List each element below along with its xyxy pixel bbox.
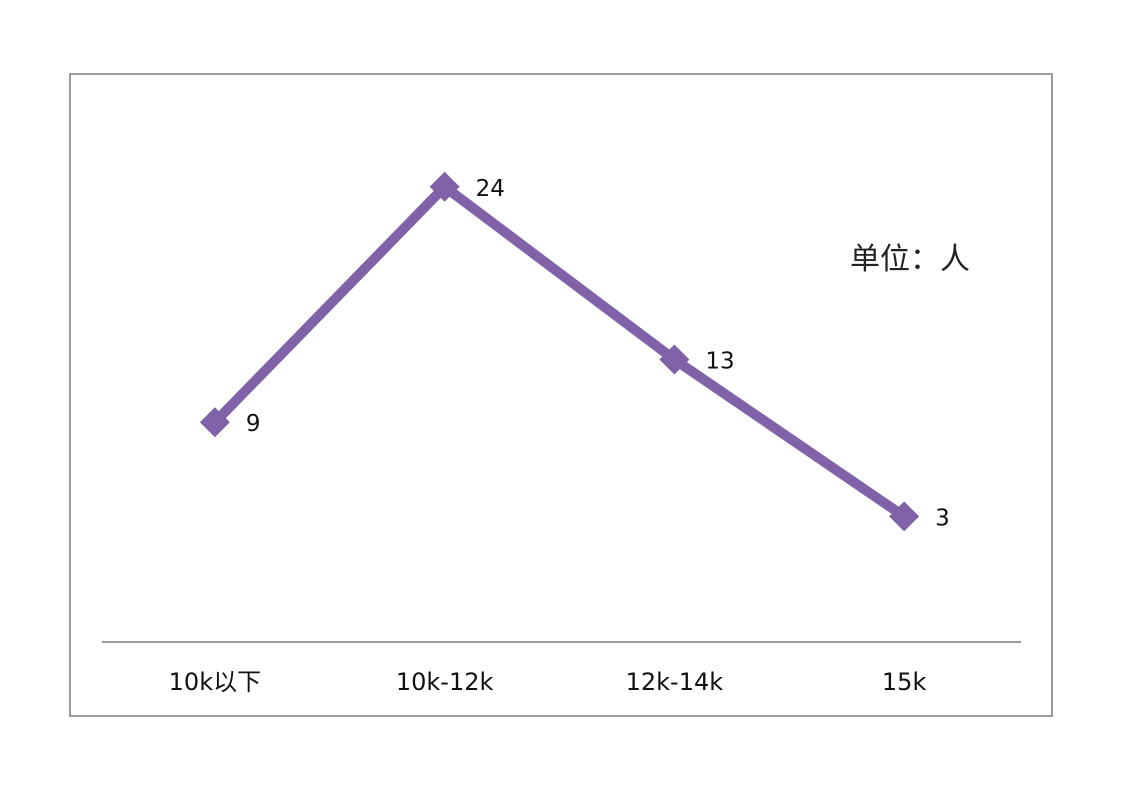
data-label: 9: [246, 411, 261, 437]
data-label: 3: [935, 505, 950, 531]
data-point-marker: [429, 171, 460, 202]
x-tick-labels-layer: 10k以下 10k-12k 12k-14k 15k: [169, 668, 927, 696]
x-tick-label: 12k-14k: [626, 668, 724, 696]
data-point-marker: [889, 501, 920, 532]
series-layer: [199, 171, 920, 532]
x-tick-label: 15k: [882, 668, 927, 696]
data-label: 13: [705, 348, 734, 374]
data-point-marker: [199, 407, 230, 438]
chart-frame: [69, 73, 1053, 717]
unit-label: 单位：人: [850, 242, 970, 277]
data-label: 24: [476, 176, 505, 202]
x-tick-label: 10k-12k: [396, 668, 494, 696]
data-point-marker: [659, 344, 690, 375]
x-tick-label: 10k以下: [169, 668, 261, 696]
series-line: [211, 181, 907, 521]
data-labels-layer: 9 24 13 3: [246, 176, 950, 532]
